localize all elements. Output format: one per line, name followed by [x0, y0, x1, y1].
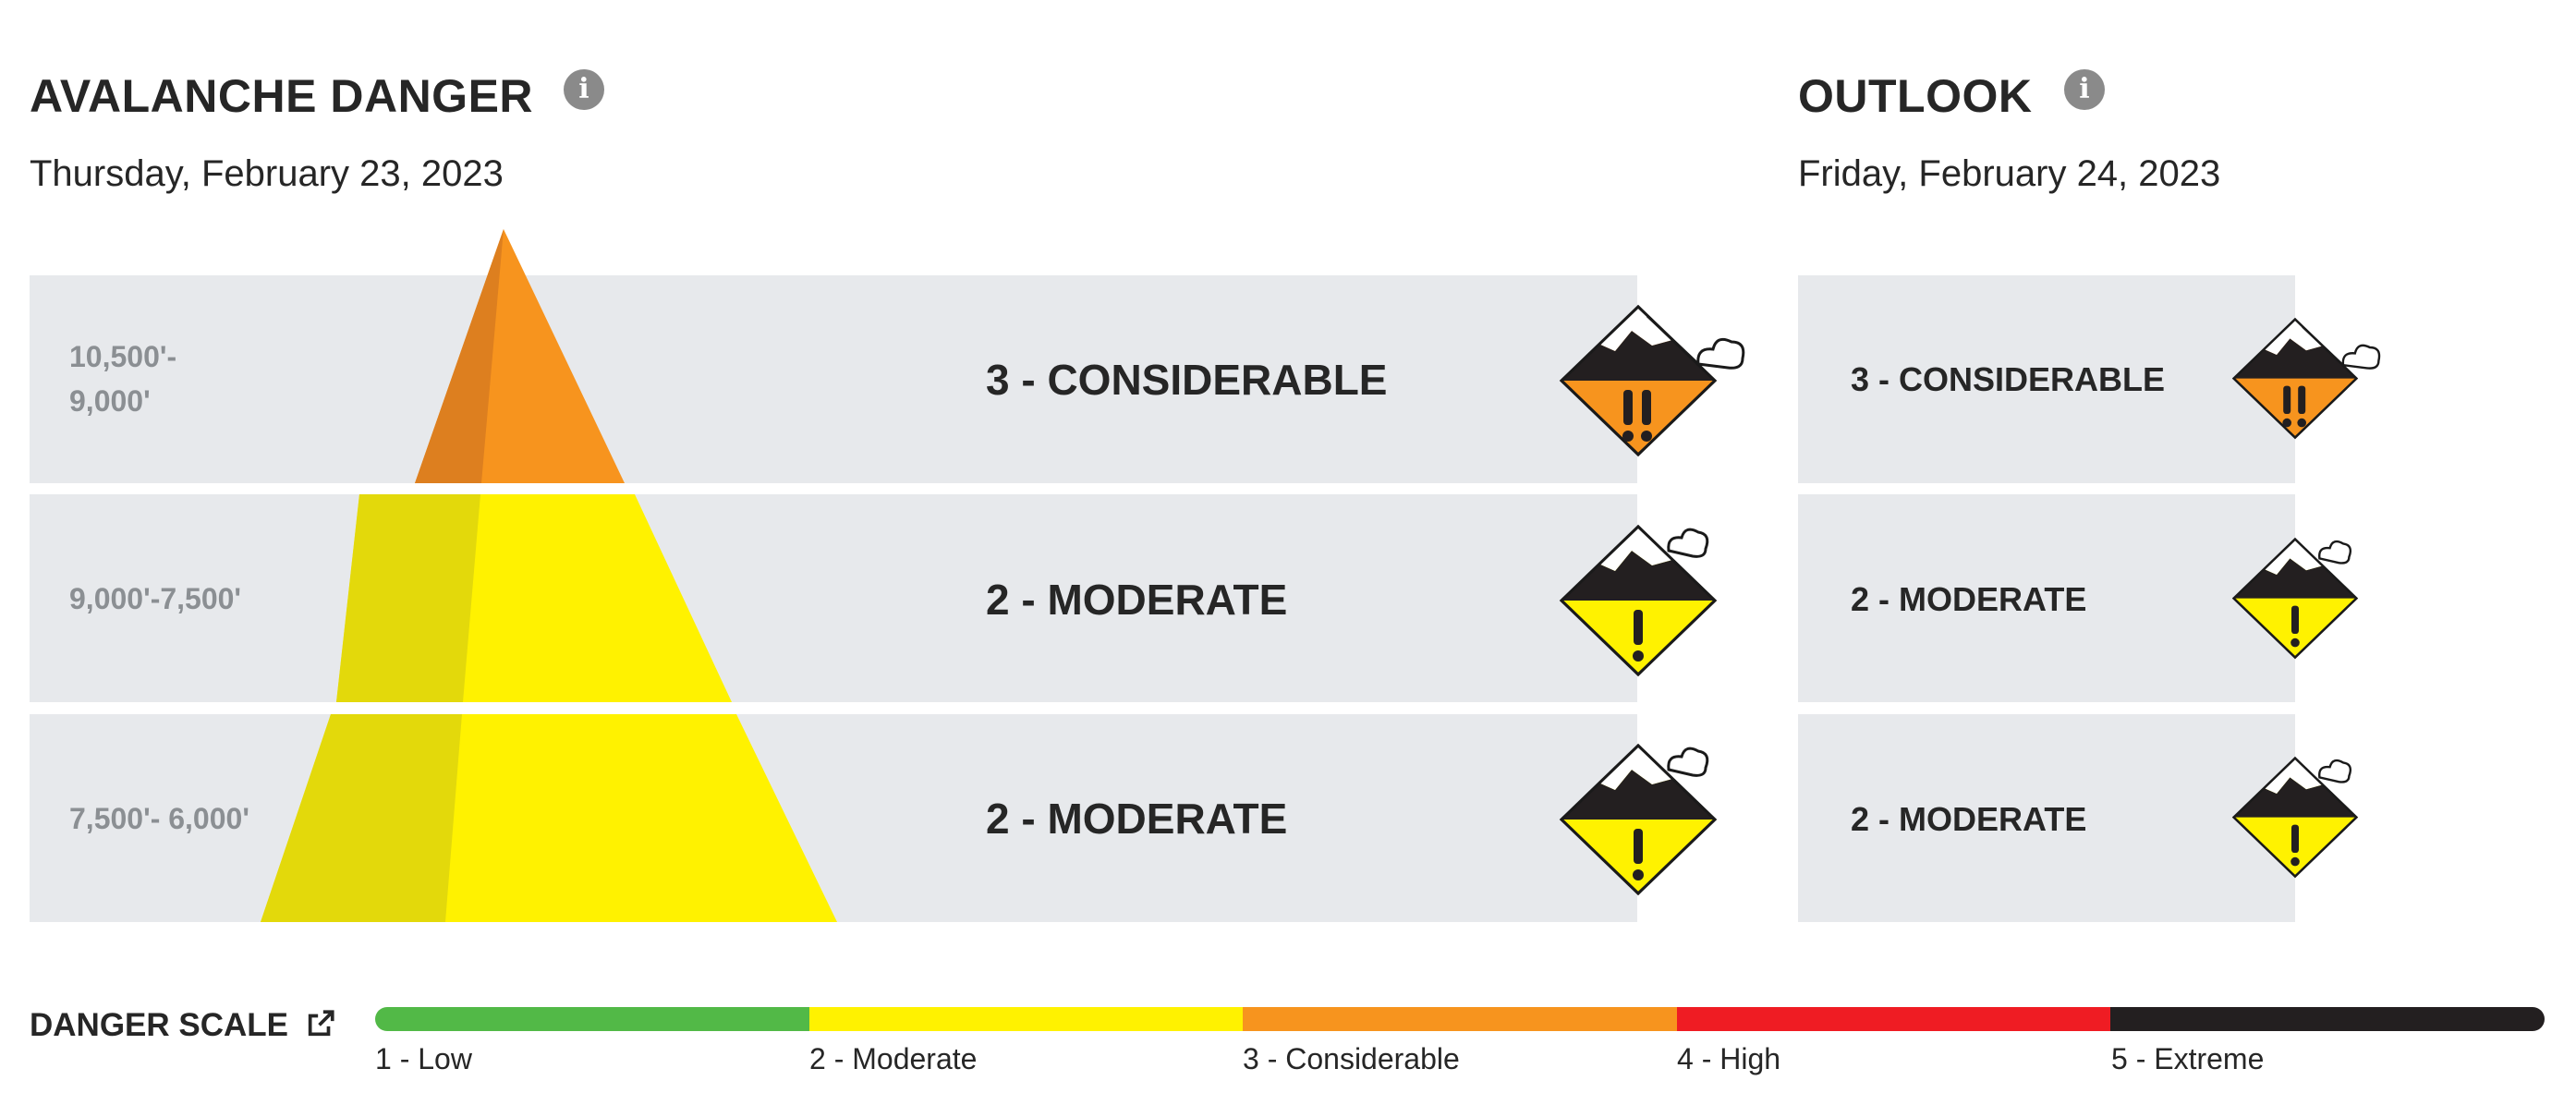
considerable-danger-icon	[1559, 304, 1745, 457]
outlook-rating-lower: 2 - MODERATE	[1851, 800, 2087, 838]
danger-scale-link[interactable]: DANGER SCALE	[30, 1007, 336, 1044]
outlook-moderate-danger-icon	[2231, 537, 2359, 660]
outlook-info-icon[interactable]: i	[2064, 69, 2105, 110]
moderate-danger-icon	[1559, 743, 1718, 896]
scale-label-low: 1 - Low	[375, 1042, 472, 1075]
elevation-label-upper: 10,500'- 9,000'	[69, 334, 176, 423]
scale-label-considerable: 3 - Considerable	[1243, 1042, 1460, 1075]
elevation-band-middle	[30, 494, 1637, 702]
danger-rating-upper: 3 - CONSIDERABLE	[986, 356, 1388, 404]
danger-scale-bar	[375, 1007, 2545, 1031]
outlook-rating-middle: 2 - MODERATE	[1851, 580, 2087, 618]
scale-segment-moderate	[808, 1007, 1244, 1031]
external-link-icon	[308, 1010, 334, 1037]
outlook-band-upper	[1798, 275, 2295, 483]
elevation-band-upper	[30, 275, 1637, 483]
pyramid-upper-shade	[415, 229, 504, 483]
outlook-considerable-danger-icon	[2231, 317, 2381, 440]
scale-label-extreme: 5 - Extreme	[2111, 1042, 2265, 1075]
scale-segment-low	[375, 1007, 809, 1031]
danger-rating-lower: 2 - MODERATE	[986, 795, 1288, 843]
elevation-label-middle: 9,000'-7,500'	[69, 582, 242, 615]
scale-segment-high	[1676, 1007, 2111, 1031]
outlook-moderate-danger-icon	[2231, 756, 2359, 879]
scale-segment-extreme	[2110, 1007, 2545, 1031]
info-icon[interactable]: i	[564, 69, 604, 110]
scale-segment-considerable	[1243, 1007, 1677, 1031]
danger-scale-label: DANGER SCALE	[30, 1007, 289, 1043]
outlook-title: OUTLOOK	[1798, 70, 2033, 122]
avalanche-danger-title: AVALANCHE DANGER	[30, 70, 534, 122]
moderate-danger-icon	[1559, 524, 1718, 677]
elevation-label-line: 10,500'-	[69, 340, 177, 373]
outlook-band-middle	[1798, 494, 2295, 702]
outlook-date: Friday, February 24, 2023	[1798, 153, 2221, 194]
danger-rating-middle: 2 - MODERATE	[986, 576, 1288, 624]
pyramid-middle-shade	[336, 494, 480, 702]
forecast-date: Thursday, February 23, 2023	[30, 153, 504, 194]
scale-label-moderate: 2 - Moderate	[809, 1042, 978, 1075]
elevation-label-lower: 7,500'- 6,000'	[69, 802, 249, 835]
outlook-rating-upper: 3 - CONSIDERABLE	[1851, 360, 2166, 398]
outlook-band-lower	[1798, 714, 2295, 922]
elevation-label-line: 9,000'	[69, 384, 151, 418]
scale-label-high: 4 - High	[1677, 1042, 1781, 1075]
pyramid-lower-shade	[261, 714, 462, 922]
